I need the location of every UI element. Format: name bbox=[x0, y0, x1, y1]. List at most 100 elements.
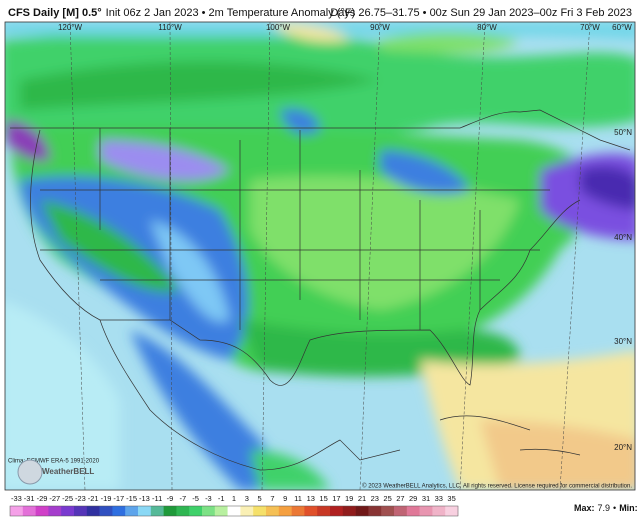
colorbar-label: 17 bbox=[332, 494, 340, 503]
colorbar-label: 23 bbox=[371, 494, 379, 503]
colorbar-label: 5 bbox=[258, 494, 262, 503]
colorbar-label: 19 bbox=[345, 494, 353, 503]
max-value: 7.9 bbox=[598, 503, 611, 513]
colorbar-label: 15 bbox=[319, 494, 327, 503]
longitude-label: 90°W bbox=[370, 23, 390, 32]
colorbar-label: -9 bbox=[167, 494, 174, 503]
longitude-label: 70°W bbox=[580, 23, 600, 32]
longitude-label: 100°W bbox=[266, 23, 291, 32]
colorbar-swatch bbox=[86, 506, 100, 516]
colorbar-swatch bbox=[214, 506, 228, 516]
colorbar-swatch bbox=[406, 506, 420, 516]
colorbar-label: 31 bbox=[422, 494, 430, 503]
colorbar-label: 33 bbox=[435, 494, 443, 503]
latitude-label: 40°N bbox=[614, 233, 632, 242]
map-field bbox=[5, 22, 635, 490]
colorbar-label: -1 bbox=[218, 494, 225, 503]
colorbar-swatch bbox=[22, 506, 36, 516]
anomaly-shading bbox=[5, 22, 635, 490]
colorbar-swatch bbox=[304, 506, 318, 516]
colorbar-swatch bbox=[163, 506, 177, 516]
colorbar-swatch bbox=[330, 506, 344, 516]
latitude-label: 30°N bbox=[614, 337, 632, 346]
colorbar-swatch bbox=[240, 506, 254, 516]
colorbar-swatch bbox=[381, 506, 395, 516]
longitude-label: 60°W bbox=[612, 23, 632, 32]
logo: WeatherBELL bbox=[17, 459, 94, 485]
colorbar-swatch bbox=[112, 506, 126, 516]
colorbar-swatch bbox=[138, 506, 152, 516]
max-min: Max:7.9•Min:-26.8 bbox=[574, 503, 640, 513]
colorbar-swatch bbox=[227, 506, 241, 516]
colorbar-label: -33 bbox=[11, 494, 22, 503]
colorbar-label: -17 bbox=[113, 494, 124, 503]
colorbar-swatch bbox=[48, 506, 62, 516]
colorbar-swatch bbox=[394, 506, 408, 516]
colorbar-swatch bbox=[35, 506, 49, 516]
colorbar-swatch bbox=[355, 506, 369, 516]
colorbar-label: -23 bbox=[75, 494, 86, 503]
colorbar-frame bbox=[9, 505, 459, 517]
colorbar-swatch bbox=[176, 506, 190, 516]
colorbar-label: -13 bbox=[139, 494, 150, 503]
colorbar-label: 11 bbox=[294, 494, 302, 503]
logo-text: WeatherBELL bbox=[42, 467, 94, 476]
longitude-label: 80°W bbox=[477, 23, 497, 32]
colorbar-label: -7 bbox=[179, 494, 186, 503]
colorbar-label: 1 bbox=[232, 494, 236, 503]
colorbar-label: -19 bbox=[101, 494, 112, 503]
map-frame bbox=[4, 21, 636, 491]
latitude-label: 50°N bbox=[614, 128, 632, 137]
colorbar-label: 9 bbox=[283, 494, 287, 503]
title-details: Init 06z 2 Jan 2023 • 2m Temperature Ano… bbox=[106, 7, 356, 19]
colorbar-swatch bbox=[125, 506, 139, 516]
colorbar-label: 25 bbox=[383, 494, 391, 503]
colorbar-label: 3 bbox=[245, 494, 249, 503]
colorbar-label: 27 bbox=[396, 494, 404, 503]
climo-note: Clima: ECMWF ERA-5 1991-2020 bbox=[8, 459, 100, 465]
max-label: Max: bbox=[574, 503, 595, 513]
logo-globe bbox=[17, 459, 43, 485]
title-model: CFS Daily [M] 0.5° bbox=[8, 7, 102, 19]
colorbar-label: -31 bbox=[24, 494, 35, 503]
colorbar-swatch bbox=[278, 506, 292, 516]
colorbar-label: -29 bbox=[37, 494, 48, 503]
colorbar-label: -21 bbox=[88, 494, 99, 503]
colorbar-swatch bbox=[432, 506, 446, 516]
colorbar-label: 7 bbox=[270, 494, 274, 503]
colorbar-label: -11 bbox=[152, 494, 162, 503]
colorbar-label: -15 bbox=[126, 494, 137, 503]
latitude-label: 20°N bbox=[614, 443, 632, 452]
title: CFS Daily [M] 0.5° Init 06z 2 Jan 2023 • … bbox=[8, 7, 355, 19]
colorbar-swatch bbox=[317, 506, 331, 516]
colorbar-swatch bbox=[445, 506, 459, 516]
longitude-label: 110°W bbox=[158, 23, 182, 32]
colorbar-swatch bbox=[291, 506, 305, 516]
boundaries bbox=[10, 109, 631, 471]
colorbar-swatch bbox=[253, 506, 267, 516]
copyright: © 2023 WeatherBELL Analytics, LLC. All r… bbox=[362, 483, 632, 490]
colorbar-label: -5 bbox=[192, 494, 199, 503]
valid-period: Days 26.75–31.75 • 00z Sun 29 Jan 2023–0… bbox=[330, 7, 632, 19]
colorbar-label: 13 bbox=[307, 494, 315, 503]
colorbar-swatch bbox=[368, 506, 382, 516]
colorbar-swatch bbox=[342, 506, 356, 516]
colorbar-swatch bbox=[150, 506, 164, 516]
longitude-label: 120°W bbox=[58, 23, 83, 32]
colorbar-label: 35 bbox=[447, 494, 455, 503]
colorbar-label: -3 bbox=[205, 494, 212, 503]
colorbar-swatch bbox=[189, 506, 203, 516]
colorbar-label: 29 bbox=[409, 494, 417, 503]
colorbar-label: -25 bbox=[62, 494, 73, 503]
colorbar-swatch bbox=[10, 506, 24, 516]
colorbar-label: 21 bbox=[358, 494, 366, 503]
colorbar-swatch bbox=[61, 506, 75, 516]
colorbar-swatch bbox=[266, 506, 280, 516]
colorbar-swatch bbox=[202, 506, 216, 516]
colorbar-swatch bbox=[99, 506, 113, 516]
colorbar-label: -27 bbox=[49, 494, 60, 503]
colorbar-swatch bbox=[74, 506, 88, 516]
min-label: Min: bbox=[619, 503, 638, 513]
